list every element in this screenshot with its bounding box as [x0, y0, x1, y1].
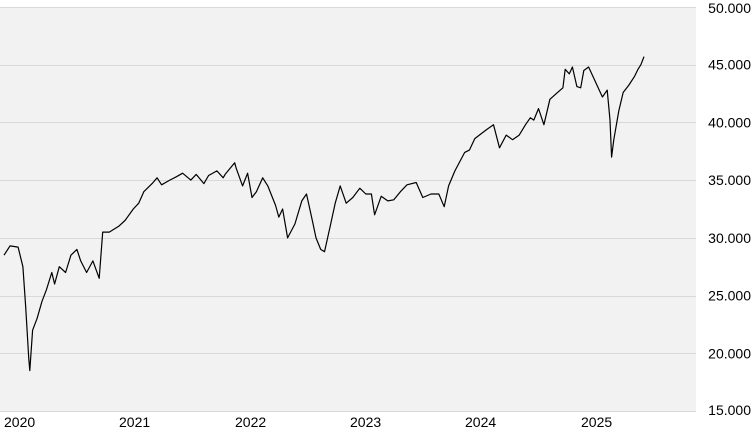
y-axis-tick-labels: 15.000 20.000 25.000 30.000 35.000 40.000 45.0… [708, 0, 751, 418]
x-axis-tick-labels: 2020 2021 2022 2023 2024 2025 [4, 414, 612, 430]
x-tick-label-1: 2021 [119, 414, 150, 430]
gridlines [0, 7, 696, 412]
y-tick-label-5: 40.000 [708, 114, 751, 130]
x-tick-label-0: 2020 [4, 414, 35, 430]
x-tick-label-2: 2022 [235, 414, 266, 430]
series-line-0 [3, 56, 645, 372]
x-tick-label-4: 2024 [465, 414, 496, 430]
y-tick-label-3: 30.000 [708, 230, 751, 246]
x-tick-label-3: 2023 [350, 414, 381, 430]
y-tick-label-2: 25.000 [708, 288, 751, 304]
y-tick-label-0: 15.000 [708, 402, 751, 418]
plot-background [0, 7, 696, 411]
series-layer [3, 56, 645, 372]
y-tick-label-6: 45.000 [708, 57, 751, 73]
y-tick-label-7: 50.000 [708, 0, 751, 16]
y-tick-label-1: 20.000 [708, 345, 751, 361]
x-tick-label-5: 2025 [581, 414, 612, 430]
y-tick-label-4: 35.000 [708, 172, 751, 188]
